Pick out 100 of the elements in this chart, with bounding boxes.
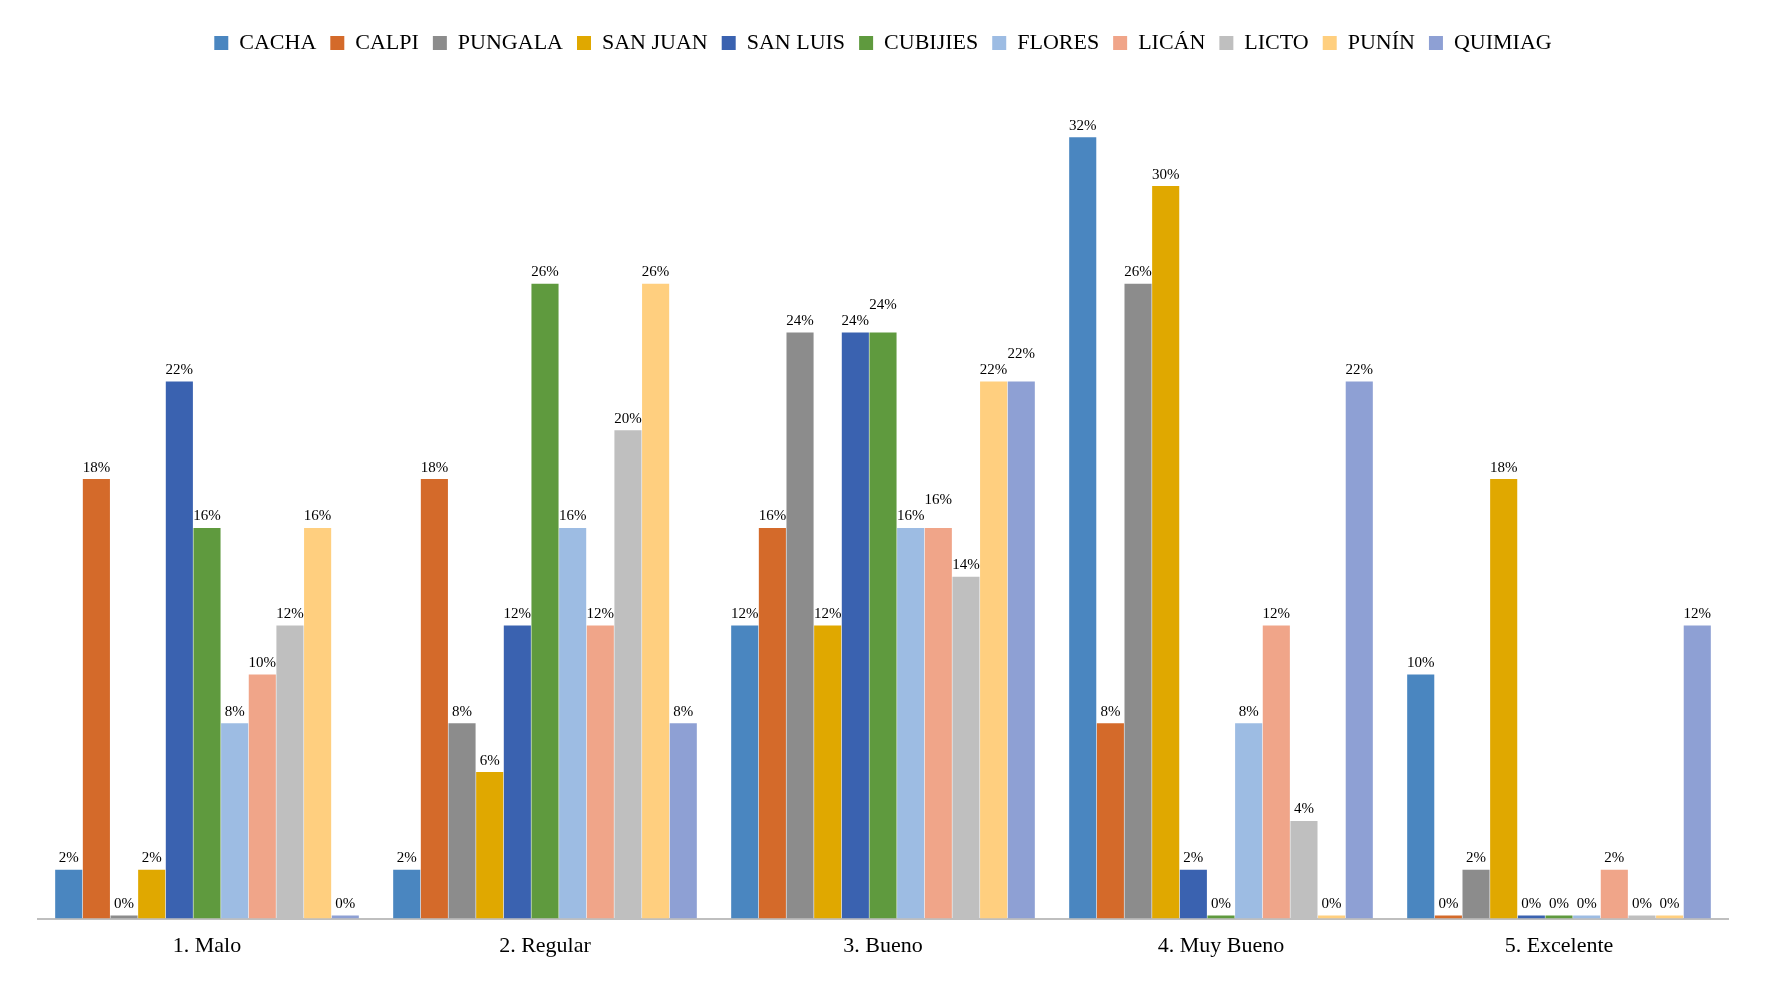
data-label: 0% [335,895,356,912]
bar [221,723,249,919]
data-label: 26% [641,263,670,280]
legend-label: QUIMIAG [1453,28,1552,54]
data-label: 2% [1183,849,1204,866]
bar [55,869,83,919]
bar [1683,625,1711,919]
data-label: 12% [586,605,615,622]
data-label: 26% [531,263,559,280]
data-label: 16% [303,507,332,524]
bar [1235,723,1263,919]
data-label: 24% [869,296,897,313]
bar [248,674,276,919]
legend-label: FLORES [1017,28,1100,54]
x-tick-label: 2. Regular [499,931,592,957]
bar [420,479,448,919]
data-label: 0% [1549,895,1569,912]
data-label: 12% [1683,605,1712,622]
bar [1179,869,1207,919]
bar [869,332,897,919]
data-label: 22% [1007,344,1036,361]
data-label: 24% [841,312,870,329]
data-label: 22% [165,360,194,377]
bar [1069,137,1097,919]
bar [165,381,193,919]
bar [980,381,1008,919]
data-label: 12% [730,605,759,622]
bar [503,625,531,919]
legend-label: LICTO [1244,28,1309,54]
legend-label: SAN LUIS [746,28,846,54]
data-label: 30% [1151,165,1180,182]
data-label: 22% [979,360,1008,377]
bar [758,527,786,919]
data-label: 16% [193,507,221,524]
data-label: 2% [58,849,79,866]
bar [1345,381,1373,919]
bar [559,527,587,919]
data-label: 8% [452,702,473,719]
bar [1096,723,1124,919]
data-label: 0% [114,895,135,912]
bar [731,625,759,919]
bar [1124,283,1152,919]
data-label: 2% [396,849,417,866]
bar [1007,381,1035,919]
x-tick-label: 5. Excelente [1504,931,1614,957]
x-tick-label: 3. Bueno [843,931,923,957]
data-label: 0% [1521,895,1542,912]
data-label: 2% [1604,849,1625,866]
data-label: 10% [248,653,277,670]
data-label: 18% [82,458,111,475]
data-label: 0% [1438,895,1459,912]
legend-label: PUNGALA [457,28,564,54]
legend-label: CALPI [355,28,419,54]
legend-label: PUNÍN [1347,28,1416,54]
bar [1600,869,1628,919]
data-label: 0% [1659,895,1680,912]
legend-label: CACHA [239,28,317,54]
data-label: 2% [1466,849,1487,866]
bar [1152,186,1180,919]
bar [138,869,166,919]
data-label: 32% [1068,116,1097,133]
bar [531,283,559,919]
data-label: 0% [1576,895,1597,912]
data-label: 6% [479,751,500,768]
x-tick-label: 1. Malo [172,931,242,957]
bar [393,869,421,919]
data-label: 0% [1321,895,1342,912]
data-label: 18% [420,458,449,475]
data-label: 12% [503,605,532,622]
bar [1407,674,1435,919]
data-label: 24% [786,312,814,329]
data-label: 8% [673,702,694,719]
data-label: 4% [1293,800,1314,817]
data-label: 12% [276,605,304,622]
data-label: 8% [224,702,245,719]
data-label: 22% [1345,360,1374,377]
bar [786,332,814,919]
bar [669,723,697,919]
bar [448,723,476,919]
data-label: 16% [558,507,587,524]
legend-label: CUBIJIES [884,28,979,54]
data-label: 10% [1406,653,1435,670]
data-label: 20% [614,409,642,426]
data-label: 2% [141,849,162,866]
data-label: 16% [896,507,925,524]
bar [897,527,925,919]
data-label: 8% [1238,702,1259,719]
x-tick-label: 4. Muy Bueno [1157,931,1285,957]
bar [924,527,952,919]
data-label: 12% [1262,605,1291,622]
data-label: 16% [758,507,787,524]
data-label: 12% [813,605,842,622]
legend-label: SAN JUAN [601,28,708,54]
bar [476,772,504,919]
bar [1490,479,1518,919]
bar [304,527,332,919]
bar [586,625,614,919]
data-label: 16% [924,491,953,508]
data-label: 14% [952,556,980,573]
bar [1462,869,1490,919]
